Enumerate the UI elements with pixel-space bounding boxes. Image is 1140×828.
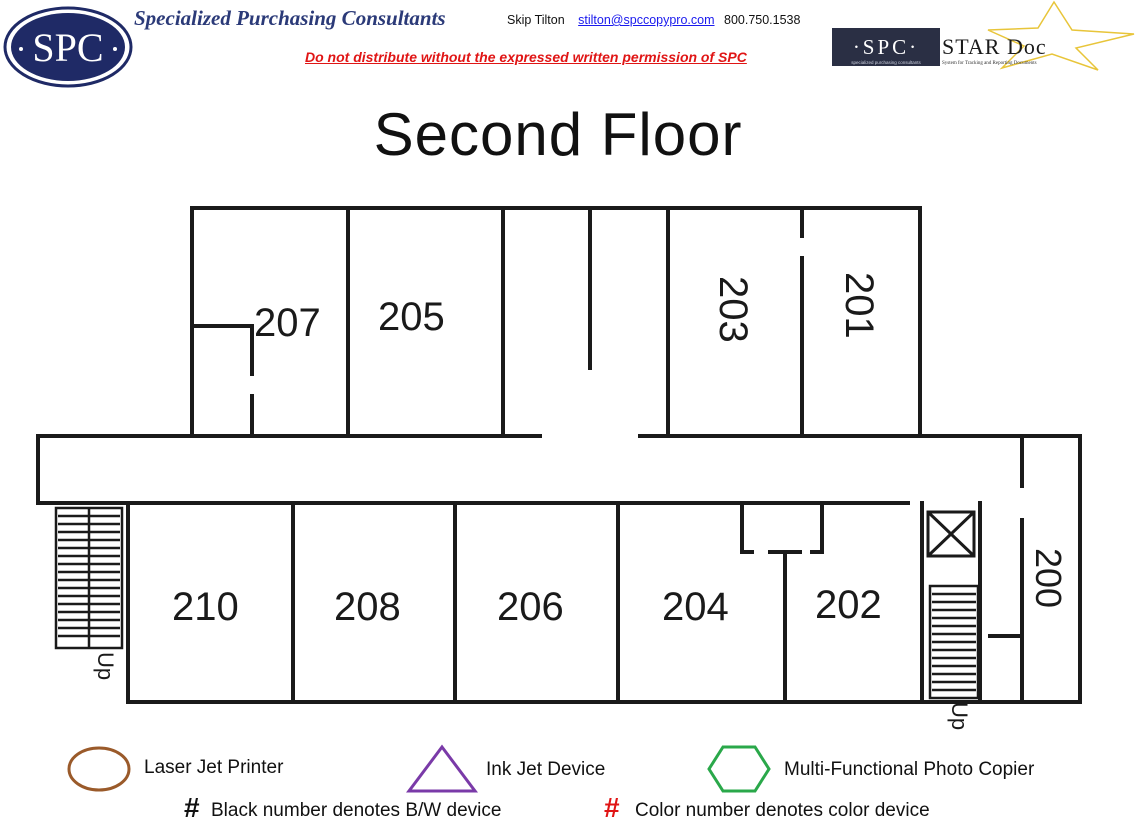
room-210: 210 [172,585,239,629]
star-logo-tagline-left: specialized purchasing consultants [851,60,921,65]
room-202: 202 [815,583,882,627]
spc-logo: SPC [3,6,133,88]
star-logo-tagline-right: System for Tracking and Reporting Docume… [942,61,1037,66]
contact-name: Skip Tilton [507,13,565,27]
legend-laser-label: Laser Jet Printer [144,757,284,778]
color-number-symbol: # [604,792,620,823]
star-logo-mark: ·SPC· [853,35,919,59]
room-207: 207 [254,301,321,345]
contact-phone: 800.750.1538 [724,13,801,27]
star-logo-text: STAR Doc [942,34,1047,59]
legend-bw-label: Black number denotes B/W device [211,800,502,821]
floor-title: Second Floor [373,101,743,168]
room-208: 208 [334,585,401,629]
laser-printer-circle-icon [67,746,131,792]
company-name: Specialized Purchasing Consultants [134,6,446,30]
disclaimer: Do not distribute without the expressed … [305,49,747,65]
star-doc-logo: ·SPC· specialized purchasing consultants… [832,0,1135,71]
bw-number-symbol: # [184,792,200,823]
contact-email-link[interactable]: stilton@spccopypro.com [578,13,715,27]
room-204: 204 [662,585,729,629]
stair-right-label: Up [947,702,972,730]
room-205: 205 [378,295,445,339]
mfp-hexagon-icon [707,745,771,793]
legend-color-label: Color number denotes color device [635,800,930,821]
stair-left-label: Up [93,652,118,680]
legend-inkjet-label: Ink Jet Device [486,759,606,780]
legend-mfp-label: Multi-Functional Photo Copier [784,759,1035,780]
room-206: 206 [497,585,564,629]
room-200: 200 [1028,548,1069,608]
inkjet-triangle-icon [406,744,478,793]
floor-plan: 207 205 203 201 210 208 206 204 202 200 … [36,206,1082,730]
room-203: 203 [711,276,755,343]
room-201: 201 [837,272,881,339]
spc-logo-text: SPC [32,25,103,70]
contact-line: Skip Tilton stilton@spccopypro.com 800.7… [507,13,800,27]
